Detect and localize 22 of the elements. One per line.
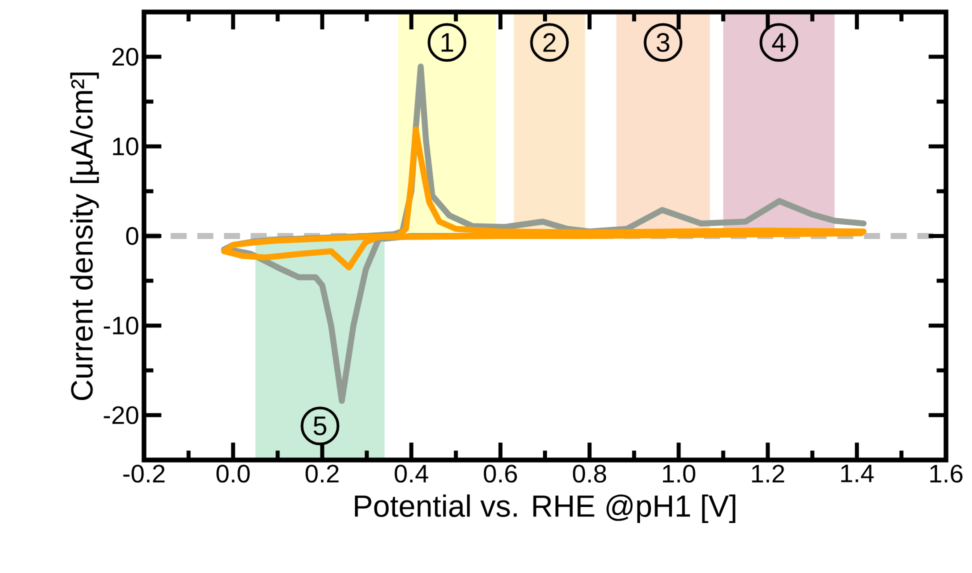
- x-tick-label: 0.4: [394, 464, 428, 483]
- x-tick-label: 0.0: [216, 464, 250, 483]
- band-label: 4: [772, 33, 786, 52]
- y-tick-label: 20: [112, 48, 138, 66]
- x-tick-label: -0.2: [123, 464, 165, 483]
- x-tick-label: 0.6: [484, 464, 517, 483]
- x-axis-title: Potential vs. RHE @pH1 [V]: [354, 494, 736, 524]
- band-label: 2: [543, 33, 556, 52]
- band-label: 3: [656, 33, 670, 52]
- y-tick-label: 0: [126, 227, 138, 245]
- y-tick-label: -20: [104, 406, 138, 424]
- band-label: 1: [442, 33, 454, 52]
- x-tick-label: 1.0: [662, 464, 696, 483]
- x-tick-label: 1.6: [930, 464, 962, 483]
- x-tick-label: 1.2: [752, 464, 784, 482]
- y-tick-label: 10: [113, 137, 138, 156]
- y-tick-label: -10: [104, 316, 138, 335]
- y-axis-title: Current density [µA/cm²]: [70, 72, 99, 400]
- x-tick-label: 0.2: [306, 464, 339, 483]
- x-tick-label: 1.4: [841, 464, 874, 482]
- x-tick-label: 0.8: [572, 464, 606, 483]
- band-label: 5: [314, 416, 326, 436]
